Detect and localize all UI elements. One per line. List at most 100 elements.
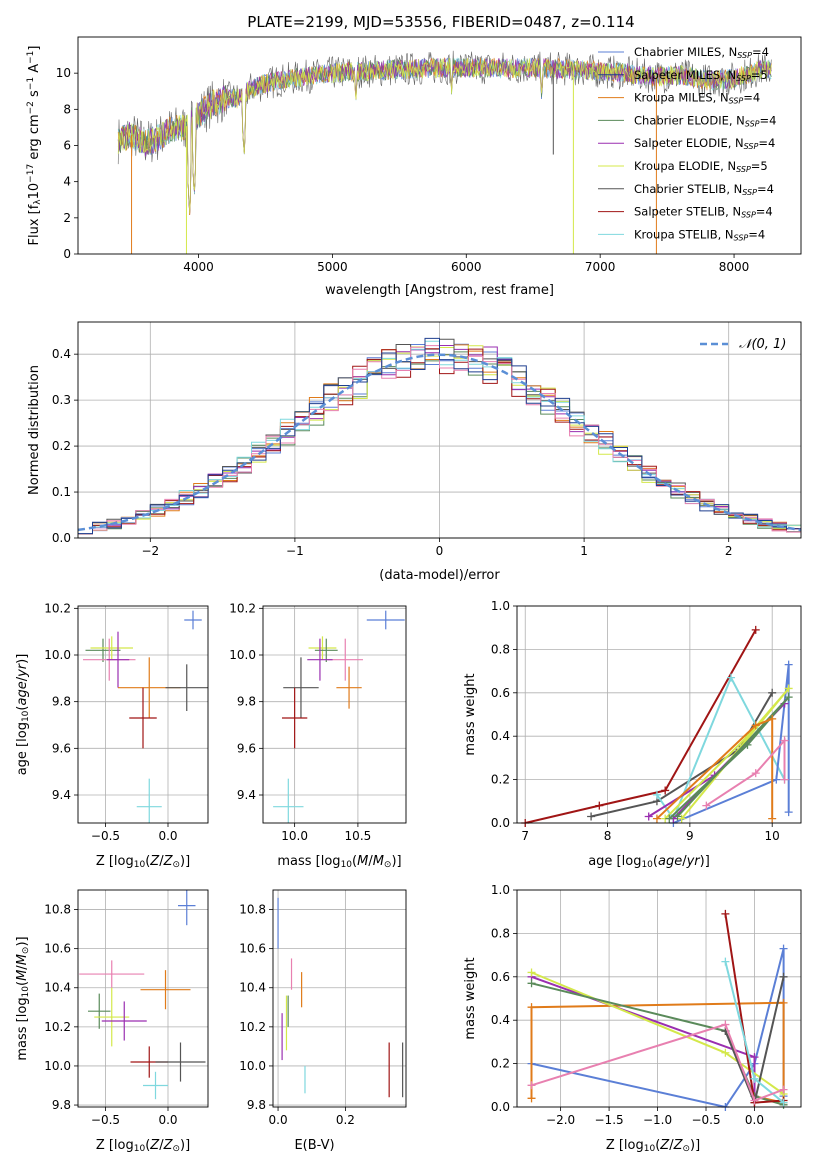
weight_vs_Z-ytick-label: 0.0 — [491, 1100, 510, 1114]
age_vs_Z-ylabel: age [log10(age/yr)] — [15, 654, 31, 776]
spectrum-legend-label: Chabrier ELODIE, NSSP=4 — [634, 113, 776, 128]
spectrum-series-chabrier_elodie — [117, 57, 772, 210]
weight_vs_age-marker — [595, 801, 604, 810]
mass_vs_ebv-axes: 0.0 0.2 9.8 10.0 10.2 10.4 10.6 10.8 E(B-V) — [239, 890, 406, 1153]
mass_vs_Z-axes: −0.5 0.0 9.8 10.0 10.2 10.4 10.6 10.8 — [44, 890, 208, 1127]
residuals-ytick-label: 0.0 — [52, 531, 71, 545]
weight_vs_age-xtick-label: 8 — [604, 829, 612, 843]
mass_vs_ebv-frame — [272, 889, 407, 1108]
spectrum-ylabel: Flux [fλ10−17 erg cm−2 s−1 A−1] — [26, 46, 43, 246]
weight_vs_age-marker — [772, 775, 781, 784]
weight_vs_Z-xtick-label: 0.0 — [745, 1113, 764, 1127]
mass_vs_ebv-xlabel: E(B-V) — [294, 1138, 334, 1153]
weight_vs_Z-ytick-label: 1.0 — [491, 883, 510, 897]
mass_vs_ebv-ytick-label: 10.6 — [239, 942, 266, 956]
weight_vs_Z-ylabel: mass weight — [463, 957, 478, 1039]
residuals-xtick-label: −2 — [141, 544, 159, 558]
residuals-axes: −2 −1 0 1 2 0.0 0.1 0.2 0.3 0.4 𝒩(0, 1) (data-model… — [27, 322, 801, 583]
residuals-xtick-label: 1 — [580, 544, 588, 558]
spectrum-series-kroupa_elodie — [117, 57, 772, 214]
age_vs_Z-ytick-label: 9.6 — [52, 741, 71, 755]
weight_vs_Z-marker — [779, 1098, 788, 1107]
mass_vs_ebv-xtick-label: 0.0 — [269, 1113, 288, 1127]
weight_vs_Z-frame — [516, 889, 802, 1108]
weight_vs_Z-marker — [527, 1003, 536, 1012]
age_vs_Z-ytick-label: 9.4 — [52, 788, 71, 802]
spectrum-legend-label: Kroupa STELIB, NSSP=4 — [634, 227, 765, 242]
weight_vs_Z-xtick-label: −1.5 — [595, 1113, 624, 1127]
spectrum-xtick-label: 7000 — [585, 260, 616, 274]
weight_vs_Z-marker — [779, 1085, 788, 1094]
weight_vs_age-ytick-label: 0.6 — [491, 686, 510, 700]
spectrum-ytick-label: 8 — [63, 102, 71, 116]
residuals-ytick-label: 0.3 — [52, 393, 71, 407]
residuals-ytick-label: 0.2 — [52, 439, 71, 453]
weight_vs_age-marker — [780, 775, 789, 784]
spectrum-ytick-label: 4 — [63, 175, 71, 189]
mass_vs_Z-xtick-label: 0.0 — [158, 1113, 177, 1127]
weight_vs_age-xtick-label: 9 — [686, 829, 694, 843]
spectrum-axes: 4000 5000 6000 7000 8000 0 2 4 6 8 10 Chabrier MILE… — [56, 45, 777, 298]
spectrum-legend-label: Kroupa MILES, NSSP=4 — [634, 91, 760, 106]
spectrum-xtick-label: 4000 — [183, 260, 214, 274]
weight_vs_Z-xtick-label: −2.0 — [546, 1113, 575, 1127]
weight_vs_age-series-kroupa_stelib — [656, 675, 786, 821]
weight_vs_age-xtick-label: 7 — [521, 829, 529, 843]
age_vs_mass-axes: 10.0 10.5 9.4 9.6 9.8 10.0 10.2 — [229, 601, 406, 843]
weight_vs_Z-marker — [779, 998, 788, 1007]
mass_vs_Z-ytick-label: 10.0 — [44, 1059, 71, 1073]
spectrum-xtick-label: 8000 — [719, 260, 750, 274]
weight_vs_Z-ytick-label: 0.2 — [491, 1057, 510, 1071]
weight_vs_Z-series-salpeter_elodie — [531, 975, 756, 1097]
age_vs_mass-xtick-label: 10.5 — [345, 829, 372, 843]
weight_vs_age-frame — [516, 605, 802, 824]
weight_vs_age-marker — [784, 684, 793, 693]
age_vs_Z-ytick-label: 10.0 — [44, 648, 71, 662]
weight_vs_age-marker — [743, 740, 752, 749]
mass_vs_Z-frame — [77, 889, 209, 1108]
weight_vs_Z-marker — [527, 1081, 536, 1090]
residuals-gauss-curve — [78, 353, 801, 532]
residuals-xtick-label: 2 — [725, 544, 733, 558]
weight_vs_age-xtick-label: 10 — [765, 829, 780, 843]
spectrum-xlabel: wavelength [Angstrom, rest frame] — [325, 283, 554, 298]
weight_vs_age-marker — [784, 660, 793, 669]
mass_vs_ebv-ytick-label: 10.4 — [239, 981, 266, 995]
mass_vs_ebv-ytick-label: 10.0 — [239, 1059, 266, 1073]
weight_vs_age-marker — [751, 721, 760, 730]
age_vs_mass-ytick-label: 10.2 — [229, 601, 256, 615]
weight_vs_Z-marker — [750, 1053, 759, 1062]
weight_vs_age-marker — [644, 812, 653, 821]
weight_vs_Z-xtick-label: −1.0 — [643, 1113, 672, 1127]
mass_vs_Z-ytick-label: 10.4 — [44, 981, 71, 995]
spectrum-xtick-label: 5000 — [317, 260, 348, 274]
mass_vs_Z-xlabel: Z [log10(Z/Z⊙)] — [96, 1138, 190, 1154]
weight_vs_age-series-salpeter_stelib — [524, 629, 757, 823]
weight_vs_age-marker — [784, 693, 793, 702]
spectrum-ytick-label: 2 — [63, 211, 71, 225]
spectrum-ytick-label: 10 — [56, 66, 71, 80]
mass_vs_Z-ytick-label: 10.8 — [44, 903, 71, 917]
mass_vs_Z-ytick-label: 9.8 — [52, 1098, 71, 1112]
weight_vs_age-ytick-label: 0.4 — [491, 729, 510, 743]
weight_vs_Z-marker — [527, 979, 536, 988]
weight_vs_Z-ytick-label: 0.4 — [491, 1013, 510, 1027]
mass_vs_Z-xtick-label: −0.5 — [91, 1113, 120, 1127]
age_vs_Z-ytick-label: 10.2 — [44, 601, 71, 615]
weight_vs_age-series-kroupa_miles — [656, 717, 774, 820]
weight_vs_age-marker — [587, 812, 596, 821]
mass_vs_Z-ytick-label: 10.2 — [44, 1020, 71, 1034]
spectrum-legend-label: Salpeter MILES, NSSP=5 — [634, 68, 768, 83]
age_vs_mass-ytick-label: 10.0 — [229, 648, 256, 662]
mass_vs_ebv-ytick-label: 10.8 — [239, 903, 266, 917]
weight_vs_Z-marker — [721, 1020, 730, 1029]
weight_vs_Z-marker — [527, 968, 536, 977]
weight_vs_age-ytick-label: 0.8 — [491, 642, 510, 656]
weight_vs_age-ylabel: mass weight — [463, 673, 478, 755]
weight_vs_Z-marker — [750, 1074, 759, 1083]
weight_vs_Z-marker — [721, 1048, 730, 1057]
weight_vs_age-marker — [652, 790, 661, 799]
residuals-xtick-label: −1 — [286, 544, 304, 558]
age_vs_mass-ytick-label: 9.4 — [237, 788, 256, 802]
